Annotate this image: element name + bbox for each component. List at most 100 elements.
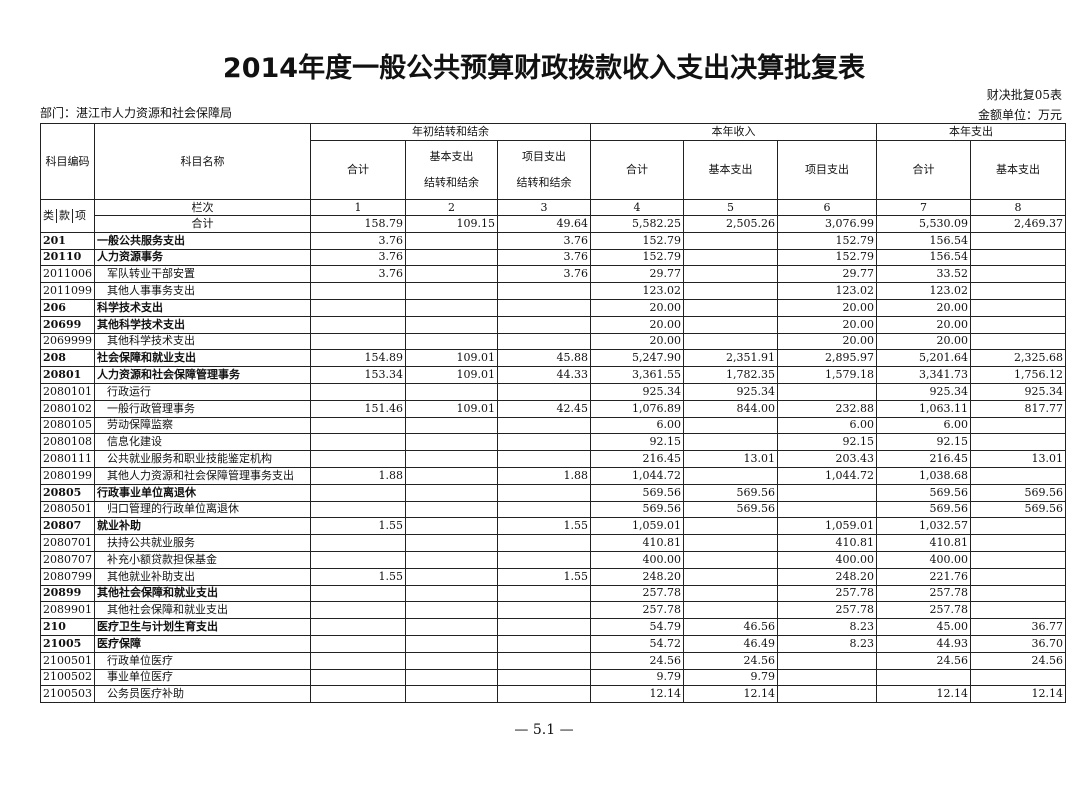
- amount: [405, 231, 498, 250]
- amount: 2,505.26: [683, 215, 779, 233]
- data-row: 206 科学技术支出 20.00 20.00 20.00: [40, 298, 1067, 317]
- amount: 3.76: [310, 248, 406, 267]
- amount: 1,032.57: [876, 517, 972, 536]
- amount: 29.77: [590, 265, 685, 284]
- amount: [683, 332, 779, 351]
- amount: 12.14: [876, 685, 972, 704]
- amount: 13.01: [683, 450, 779, 468]
- amount: 3.76: [496, 231, 592, 250]
- amount: 3.76: [496, 265, 592, 284]
- amount: 13.01: [970, 450, 1067, 468]
- code: 2080701: [40, 534, 95, 552]
- amount: 400.00: [590, 550, 685, 569]
- header-line: 合计: [912, 163, 935, 176]
- data-row: 21005 医疗保障 54.72 46.49 8.23 44.93 36.70: [40, 634, 1067, 653]
- amount: [310, 668, 406, 687]
- amount: [970, 332, 1067, 351]
- column-header: 基本支出: [970, 140, 1067, 200]
- code: 210: [40, 618, 95, 636]
- amount: 1,063.11: [876, 399, 972, 418]
- amount: 569.56: [876, 483, 972, 502]
- amount: 24.56: [590, 651, 685, 670]
- amount: 20.00: [876, 315, 972, 334]
- amount: [310, 651, 406, 670]
- amount: 1,044.72: [590, 466, 685, 485]
- code: 2080102: [40, 399, 95, 418]
- amount: [683, 416, 779, 435]
- amount: 92.15: [590, 433, 685, 452]
- amount: 123.02: [876, 282, 972, 300]
- level-label: 项: [75, 208, 86, 222]
- data-row: 2080108 信息化建设 92.15 92.15 92.15: [40, 433, 1067, 452]
- amount: [683, 248, 779, 267]
- header-line: 合计: [347, 163, 369, 176]
- amount: [683, 466, 779, 485]
- code: 2011099: [40, 282, 95, 300]
- amount: [777, 500, 878, 519]
- group-header: 年初结转和结余: [309, 123, 592, 141]
- column-number: 1: [310, 199, 406, 216]
- amount: [310, 332, 406, 351]
- amount: 216.45: [876, 450, 972, 468]
- name: 其他社会保障和就业支出: [94, 584, 311, 603]
- amount: 410.81: [777, 534, 878, 552]
- data-row: 20801 人力资源和社会保障管理事务 153.34 109.01 44.33 3,361…: [40, 366, 1067, 384]
- name: 归口管理的行政单位离退休: [94, 500, 311, 519]
- amount: [683, 433, 779, 452]
- amount: [405, 332, 498, 351]
- header-line: 基本支出: [996, 163, 1041, 176]
- amount: [970, 315, 1067, 334]
- amount: 9.79: [590, 668, 685, 687]
- name: 人力资源和社会保障管理事务: [94, 366, 311, 384]
- amount: [496, 668, 592, 687]
- data-row: 20807 就业补助 1.55 1.55 1,059.01 1,059.01 1,032.5…: [40, 517, 1067, 536]
- amount: [310, 634, 406, 653]
- name: 社会保障和就业支出: [94, 349, 311, 368]
- name: 事业单位医疗: [94, 668, 311, 687]
- name: 军队转业干部安置: [94, 265, 311, 284]
- amount: [496, 618, 592, 636]
- code: 20899: [40, 584, 95, 603]
- data-row: 合计 158.79 109.15 49.64 5,582.25 2,505.26 3,076…: [41, 215, 1067, 233]
- amount: [970, 433, 1067, 452]
- amount: 20.00: [876, 332, 972, 351]
- amount: [405, 634, 498, 653]
- amount: 216.45: [590, 450, 685, 468]
- code: 2069999: [40, 332, 95, 351]
- amount: 109.01: [405, 399, 498, 418]
- code: 208: [40, 349, 95, 368]
- data-row: 2080105 劳动保障监察 6.00 6.00 6.00: [40, 416, 1067, 435]
- amount: [970, 534, 1067, 552]
- data-row: 2100502 事业单位医疗 9.79 9.79: [40, 668, 1067, 687]
- data-row: 2100503 公务员医疗补助 12.14 12.14 12.14 12.14: [40, 685, 1067, 704]
- amount: 232.88: [777, 399, 878, 418]
- amount: [683, 298, 779, 317]
- amount: [496, 601, 592, 620]
- amount: 12.14: [970, 685, 1067, 704]
- column-number: 8: [970, 199, 1067, 216]
- amount: [310, 685, 406, 704]
- amount: 248.20: [590, 567, 685, 586]
- amount: 49.64: [496, 215, 592, 233]
- amount: [405, 315, 498, 334]
- index-label: 栏次: [94, 199, 311, 216]
- amount: [405, 668, 498, 687]
- amount: 9.79: [683, 668, 779, 687]
- amount: 1,756.12: [970, 366, 1067, 384]
- amount: 54.79: [590, 618, 685, 636]
- column-header: 基本支出: [683, 140, 779, 200]
- amount: 5,530.09: [876, 215, 972, 233]
- code: 21005: [40, 634, 95, 653]
- group-header: 本年收入: [590, 123, 878, 141]
- name: 行政事业单位离退休: [94, 483, 311, 502]
- amount: 156.54: [876, 231, 972, 250]
- amount: [970, 282, 1067, 300]
- amount: 29.77: [777, 265, 878, 284]
- amount: [496, 534, 592, 552]
- data-row: 2080111 公共就业服务和职业技能鉴定机构 216.45 13.01 203.43 2…: [40, 450, 1067, 468]
- amount: 5,201.64: [876, 349, 972, 368]
- amount: [310, 416, 406, 435]
- amount: 1,059.01: [777, 517, 878, 536]
- amount: [310, 618, 406, 636]
- amount: 5,247.90: [590, 349, 685, 368]
